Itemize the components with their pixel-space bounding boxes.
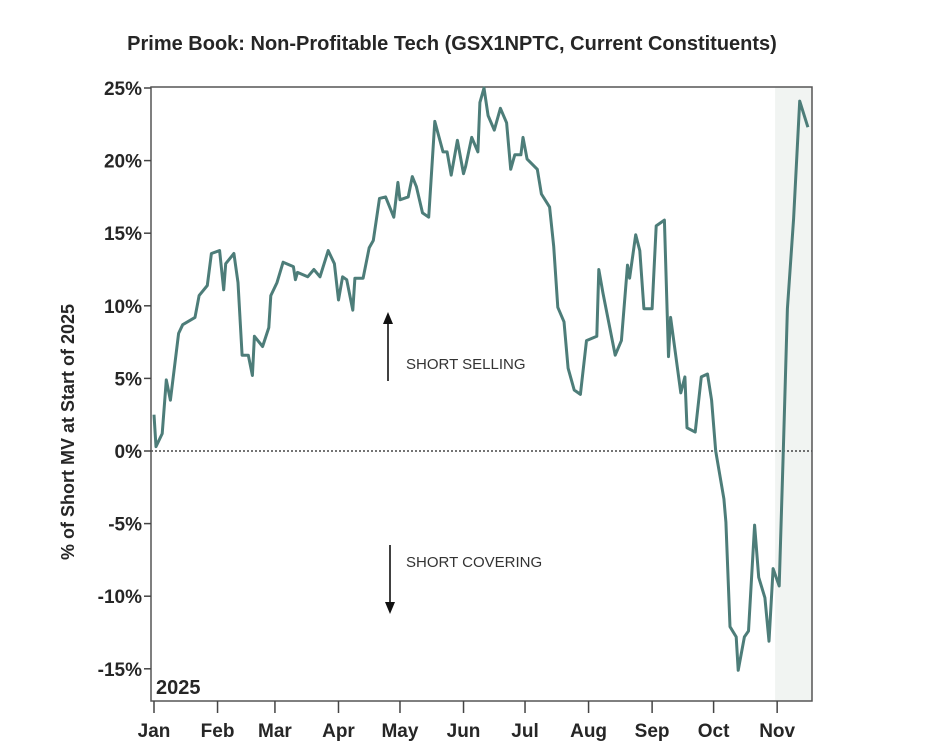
x-tick-label: Nov: [759, 721, 795, 742]
x-tick-label: Aug: [570, 721, 607, 742]
y-axis-label: % of Short MV at Start of 2025: [58, 304, 78, 560]
x-tick-label: Jan: [138, 721, 171, 742]
plot-frame: [150, 86, 813, 702]
y-tick-label: 0%: [115, 442, 143, 463]
x-tick-label: Apr: [322, 721, 355, 742]
x-tick-label: Sep: [635, 721, 670, 742]
x-tick-label: Feb: [201, 721, 235, 742]
x-tick-label: Mar: [258, 721, 292, 742]
short-covering-label: SHORT COVERING: [406, 554, 542, 571]
y-tick-label: 10%: [104, 297, 142, 318]
x-tick-label: Oct: [698, 721, 730, 742]
series-points: [153, 87, 809, 671]
short-covering-annotation: SHORT COVERING: [385, 545, 542, 614]
y-tick-label: -5%: [108, 515, 142, 536]
y-tick-label: 20%: [104, 152, 142, 173]
y-tick-label: 25%: [104, 79, 142, 100]
up-arrowhead-icon: [383, 312, 393, 324]
x-tick-label: Jul: [511, 721, 538, 742]
down-arrowhead-icon: [385, 602, 395, 614]
y-tick-label: 5%: [115, 369, 143, 390]
x-tick-label: Jun: [447, 721, 481, 742]
short-selling-annotation: SHORT SELLING: [383, 312, 526, 381]
year-label: 2025: [156, 677, 201, 699]
chart-title: Prime Book: Non-Profitable Tech (GSX1NPT…: [127, 33, 777, 55]
y-tick-label: 15%: [104, 224, 142, 245]
short-selling-label: SHORT SELLING: [406, 356, 526, 373]
plot-area: 25% 20% 15% 10% 5% 0% -5% -10% -15% Jan Feb Mar Apr M…: [98, 79, 813, 742]
series-line: [152, 86, 810, 672]
x-tick-label: May: [381, 721, 418, 742]
highlight-region: [775, 87, 812, 701]
y-tick-label: -10%: [98, 587, 142, 608]
y-tick-label: -15%: [98, 660, 142, 681]
